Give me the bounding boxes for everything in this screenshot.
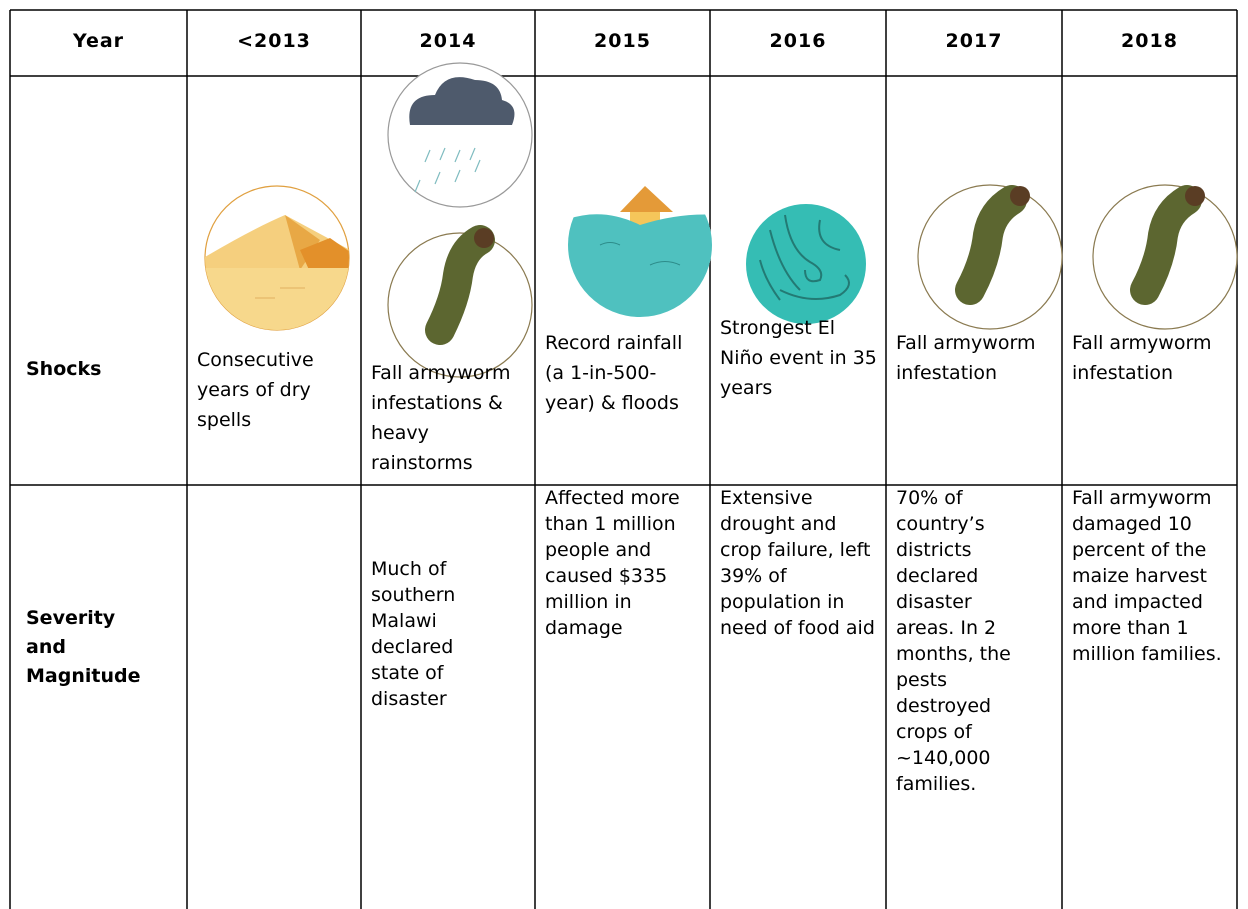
row-label: Severity and Magnitude (26, 607, 141, 687)
header-cell: 2017 (945, 30, 1003, 52)
header-cell: 2016 (769, 30, 827, 52)
cell: Fall armyworm infestation (1072, 332, 1212, 384)
cell: Fall armyworm damaged 10 percent of the … (1072, 487, 1222, 665)
header-cell: <2013 (237, 30, 311, 52)
cell: Affected more than 1 million people and … (545, 487, 680, 639)
cell: Much of southern Malawi declared state o… (371, 558, 456, 710)
cell: Fall armyworm infestations & heavy rains… (371, 362, 511, 474)
flood-icon (568, 173, 712, 317)
armyworm-icon (387, 225, 533, 378)
desert-icon (204, 185, 350, 331)
el-nino-icon (746, 204, 866, 324)
header-cell: 2014 (419, 30, 477, 52)
cell: Strongest El Niño event in 35 years (720, 317, 877, 399)
header-cell: 2018 (1121, 30, 1178, 52)
cell: 70% of country’s districts declared disa… (896, 487, 1011, 795)
armyworm-icon (917, 184, 1063, 330)
cell: Record rainfall (a 1-in-500-year) & floo… (545, 332, 683, 414)
row-label: Shocks (26, 358, 102, 380)
armyworm-icon (1092, 184, 1238, 330)
header-cell: 2015 (594, 30, 651, 52)
cell: Extensive drought and crop failure, left… (720, 487, 875, 639)
header-cell: Year (72, 30, 125, 52)
rain-icon (387, 62, 533, 208)
cell: Fall armyworm infestation (896, 332, 1036, 384)
cell: Consecutive years of dry spells (197, 349, 314, 431)
